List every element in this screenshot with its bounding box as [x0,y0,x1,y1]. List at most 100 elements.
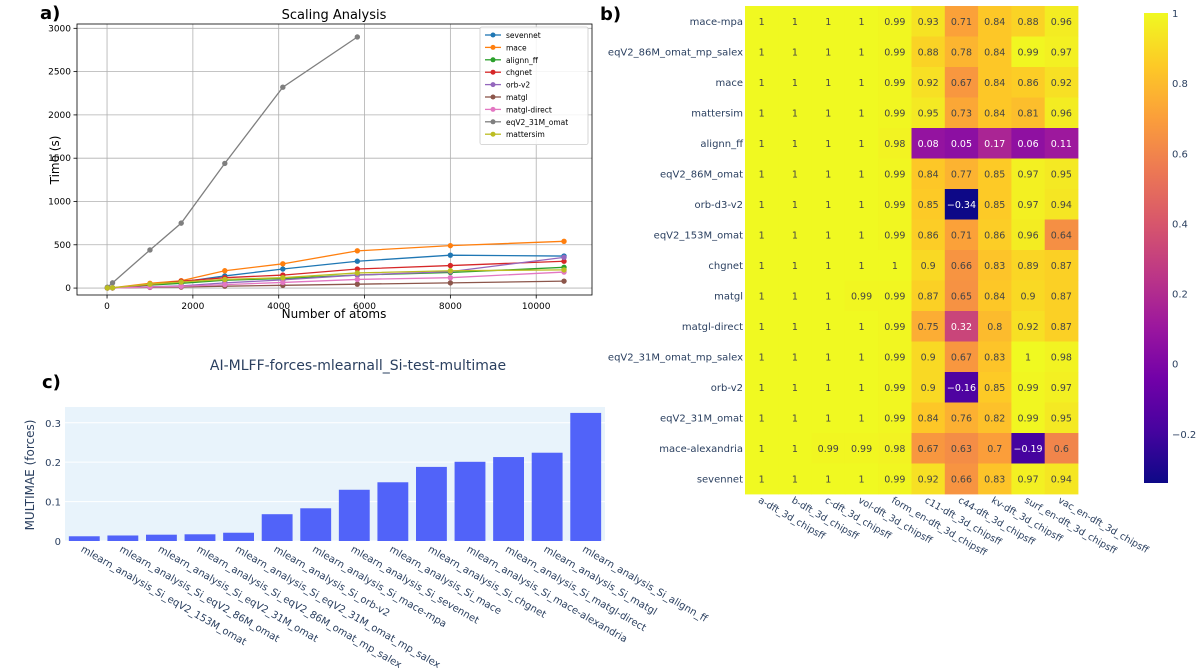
heatmap-cell-value: 0.06 [1017,139,1038,150]
legend-item-mace: mace [485,43,527,52]
data-point-mattersim [147,281,153,287]
heatmap-cell [1011,372,1046,403]
heatmap-row-label: matgl-direct [682,322,743,333]
heatmap-cell [844,280,879,312]
heatmap-cell-value: 1 [792,444,798,455]
heatmap-cell [911,36,946,68]
heatmap-cell-value: 0.86 [1017,78,1038,89]
heatmap-cell [844,158,879,190]
heatmap-cell [844,372,879,403]
heatmap-cell-value: 1 [759,444,765,455]
y-tick-label: 3000 [48,24,71,34]
heatmap-cell [978,128,1012,159]
heatmap-cell-value: 1 [759,78,765,89]
heatmap-cell [878,250,912,281]
heatmap-cell-value: 1 [859,322,865,333]
benchmark-heatmap: 1 1 1 1 0.99 0.93 0.71 0.84 0.88 0.961 1 1 1 0.99 0.88… [608,6,1196,559]
heatmap-cell [878,372,912,403]
heatmap-cell-value: 1 [759,47,765,58]
heatmap-cell-value: 0.82 [984,413,1005,424]
heatmap-cell-value: 0.99 [818,444,839,455]
heatmap-row-label: eqV2_86M_omat_mp_salex [608,47,743,58]
heatmap-cell [878,433,912,464]
heatmap-cell-value: 1 [825,261,831,272]
legend-box [479,26,589,145]
heatmap-cell-value: 0.85 [984,200,1005,211]
heatmap-cell-value: 0.89 [1017,261,1038,272]
y-tick-label: 0 [65,284,71,294]
heatmap-cell-value: 0.99 [851,444,872,455]
heatmap-cell-value: 1 [792,169,798,180]
panel-label-c: c) [42,372,61,393]
heatmap-cell [944,6,979,37]
legend-label-mattersim: mattersim [506,130,545,139]
heatmap-cell-value: 0.05 [951,139,972,150]
heatmap-cell [1011,463,1046,495]
series-line-mattersim [107,269,565,289]
heatmap-cell [911,402,946,434]
heatmap-cell-value: 1 [825,169,831,180]
heatmap-cell-value: 0.96 [1051,108,1072,119]
heatmap-cell-value: 1 [859,413,865,424]
heatmap-cell [1011,250,1046,281]
heatmap-cell [811,158,846,190]
heatmap-cell [1011,128,1046,159]
data-point-matgl-direct [178,283,184,290]
heatmap-cell-value: 1 [825,230,831,241]
heatmap-cell-value: 0.99 [851,291,872,302]
heatmap-cell [978,67,1012,98]
heatmap-cell [978,36,1012,68]
heatmap-cell-value: 1 [859,200,865,211]
heatmap-cell-value: 1 [792,108,798,119]
heatmap-cell-value: 1 [759,261,765,272]
heatmap-cell [878,219,912,251]
legend-item-alignn_ff: alignn_ff [485,56,539,65]
heatmap-cell-value: 1 [1025,352,1031,363]
heatmap-cell [944,219,979,251]
heatmap-cell [1044,250,1079,281]
heatmap-cell-value: 1 [825,139,831,150]
bar-y-tick-label: 0 [55,537,61,548]
heatmap-cell-value: 1 [859,47,865,58]
data-point-mattersim [104,285,111,291]
heatmap-cell-value: 0.9 [921,261,936,272]
data-point-eqV2_31M_omat [354,34,361,40]
heatmap-cell-value: 0.92 [1051,78,1072,89]
data-point-mattersim [447,268,454,274]
heatmap-cell [778,463,812,495]
heatmap-cell-value: 0.8 [987,322,1002,333]
heatmap-cell-value: 0.17 [984,139,1005,150]
heatmap-cell-value: 1 [759,17,765,28]
legend-label-mace: mace [506,43,527,52]
bar [531,452,563,541]
data-point-eqV2_31M_omat [147,247,153,253]
heatmap-cell [1044,463,1079,495]
data-point-chgnet [561,258,567,264]
heatmap-row-label: mace [715,78,743,89]
heatmap-cell [911,97,946,129]
heatmap-cell [745,189,779,220]
heatmap-cell-value: 0.99 [884,47,905,58]
heatmap-cell [778,6,812,37]
heatmap-cell [1044,189,1079,220]
legend-marker-mace [490,44,496,50]
heatmap-cell [844,250,879,281]
heatmap-cell-value: 0.84 [984,17,1005,28]
legend-marker-matgl [490,94,496,100]
heatmap-cell-value: 0.67 [918,444,939,455]
heatmap-cell-value: 1 [825,291,831,302]
heatmap-cell [1044,433,1079,464]
line-chart-xlabel: Number of atoms [282,307,387,321]
heatmap-cell [1011,219,1046,251]
heatmap-cells: 1 1 1 1 0.99 0.93 0.71 0.84 0.88 0.961 1 1 1 0.99 0.88… [745,6,1079,495]
heatmap-cell [778,97,812,129]
data-point-matgl-direct [222,281,228,288]
heatmap-cell [878,341,912,373]
data-point-eqV2_31M_omat [109,280,116,286]
heatmap-cell-value: 0.87 [918,291,939,302]
heatmap-cell-value: 0.84 [984,78,1005,89]
heatmap-cell-value: 0.94 [1051,200,1072,211]
legend-item-sevennet: sevennet [485,31,541,40]
data-point-sevennet [354,258,361,264]
